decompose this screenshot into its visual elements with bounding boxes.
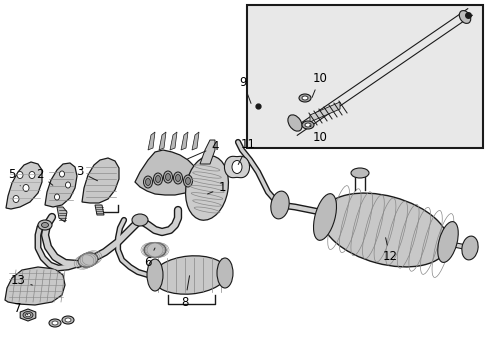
Ellipse shape xyxy=(173,172,182,184)
Polygon shape xyxy=(5,267,65,305)
Ellipse shape xyxy=(13,195,19,202)
Polygon shape xyxy=(192,132,199,150)
Ellipse shape xyxy=(321,193,447,267)
Text: 11: 11 xyxy=(238,139,255,165)
Ellipse shape xyxy=(298,94,310,102)
Bar xyxy=(246,5,482,148)
Ellipse shape xyxy=(217,258,232,288)
Polygon shape xyxy=(200,140,215,164)
Ellipse shape xyxy=(287,115,302,131)
Ellipse shape xyxy=(143,243,165,257)
Polygon shape xyxy=(159,132,165,150)
Ellipse shape xyxy=(52,321,58,325)
Polygon shape xyxy=(135,150,198,195)
Ellipse shape xyxy=(163,171,172,183)
Ellipse shape xyxy=(152,256,227,294)
Ellipse shape xyxy=(165,174,170,180)
Text: 2: 2 xyxy=(36,168,53,185)
Text: 10: 10 xyxy=(311,72,327,98)
Ellipse shape xyxy=(302,121,313,129)
Polygon shape xyxy=(20,309,36,321)
Polygon shape xyxy=(309,102,339,122)
Text: 8: 8 xyxy=(181,276,189,309)
Polygon shape xyxy=(82,158,119,203)
Polygon shape xyxy=(95,205,104,215)
Text: 6: 6 xyxy=(144,248,155,269)
Ellipse shape xyxy=(29,171,35,179)
Ellipse shape xyxy=(143,176,152,188)
Ellipse shape xyxy=(78,253,98,267)
Ellipse shape xyxy=(49,319,61,327)
Ellipse shape xyxy=(38,220,52,230)
Ellipse shape xyxy=(458,10,470,23)
Text: 3: 3 xyxy=(76,166,97,181)
Ellipse shape xyxy=(17,171,23,179)
Ellipse shape xyxy=(185,156,228,220)
Ellipse shape xyxy=(350,168,368,178)
Ellipse shape xyxy=(54,194,60,200)
Text: 1: 1 xyxy=(207,181,225,194)
Ellipse shape xyxy=(65,318,71,322)
Polygon shape xyxy=(57,207,67,222)
Ellipse shape xyxy=(155,175,160,183)
Ellipse shape xyxy=(305,123,310,127)
Polygon shape xyxy=(170,132,177,150)
Ellipse shape xyxy=(145,179,150,185)
Polygon shape xyxy=(45,163,77,207)
Ellipse shape xyxy=(270,191,288,219)
Ellipse shape xyxy=(23,311,33,319)
Text: 7: 7 xyxy=(14,301,28,315)
Ellipse shape xyxy=(41,222,48,228)
Ellipse shape xyxy=(132,214,148,226)
Ellipse shape xyxy=(62,316,74,324)
Ellipse shape xyxy=(183,175,192,187)
Ellipse shape xyxy=(437,222,457,262)
Ellipse shape xyxy=(23,184,29,192)
Text: 4: 4 xyxy=(187,140,218,159)
Text: 5: 5 xyxy=(8,168,20,186)
Ellipse shape xyxy=(25,313,30,317)
Ellipse shape xyxy=(60,171,64,177)
Ellipse shape xyxy=(153,173,162,185)
Ellipse shape xyxy=(302,96,307,100)
Polygon shape xyxy=(148,132,155,150)
Ellipse shape xyxy=(65,182,70,188)
Ellipse shape xyxy=(231,161,242,174)
Text: 13: 13 xyxy=(11,274,32,287)
Ellipse shape xyxy=(313,194,336,240)
Ellipse shape xyxy=(461,236,477,260)
Ellipse shape xyxy=(175,175,180,181)
Ellipse shape xyxy=(185,177,190,184)
Text: 10: 10 xyxy=(309,125,327,144)
Polygon shape xyxy=(224,156,249,178)
Polygon shape xyxy=(6,162,42,209)
Text: 9: 9 xyxy=(239,76,250,103)
Polygon shape xyxy=(181,132,187,150)
Text: 12: 12 xyxy=(382,238,397,264)
Ellipse shape xyxy=(147,259,163,291)
